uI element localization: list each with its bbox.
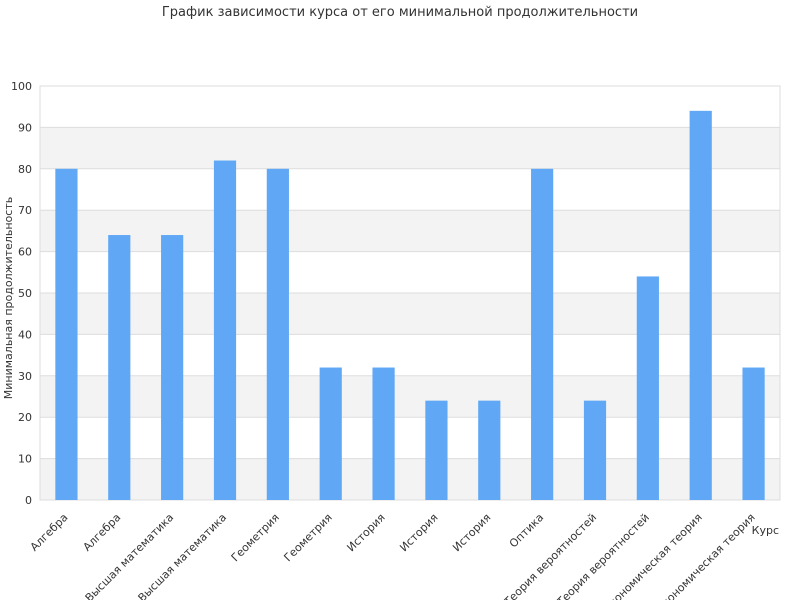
y-tick-label: 30 bbox=[18, 370, 32, 383]
bar bbox=[478, 400, 501, 500]
bar bbox=[213, 160, 237, 500]
y-tick-label: 80 bbox=[18, 163, 32, 176]
y-tick-label: 100 bbox=[11, 80, 32, 93]
y-tick-label: 90 bbox=[18, 121, 32, 134]
y-tick-label: 20 bbox=[18, 411, 32, 424]
bar bbox=[583, 400, 607, 500]
bar bbox=[742, 367, 765, 500]
y-tick-label: 70 bbox=[18, 204, 32, 217]
x-tick-label: Алгебра bbox=[81, 511, 124, 554]
y-tick-label: 0 bbox=[25, 494, 32, 507]
x-tick-label: История bbox=[344, 511, 387, 554]
y-tick-label: 10 bbox=[18, 453, 32, 466]
bar bbox=[636, 276, 659, 500]
y-axis-label: Минимальная продолжительность bbox=[2, 197, 15, 399]
x-tick-label: Алгебра bbox=[28, 511, 71, 554]
plot-band bbox=[40, 127, 780, 169]
x-tick-label: Высшая математика bbox=[135, 511, 229, 600]
bar bbox=[161, 235, 184, 501]
bar bbox=[108, 235, 131, 501]
y-axis-ticks: 0 10 20 30 40 50 60 70 80 90 100 bbox=[11, 80, 32, 507]
plot-band bbox=[40, 168, 780, 211]
bar bbox=[266, 168, 289, 501]
chart-title: График зависимости курса от его минималь… bbox=[162, 5, 638, 20]
bar bbox=[531, 168, 554, 501]
x-tick-label: Оптика bbox=[507, 511, 546, 550]
x-tick-label: Геометрия bbox=[229, 511, 282, 564]
plot-frame bbox=[39, 85, 781, 501]
plot-band bbox=[40, 293, 780, 335]
plot-band bbox=[40, 210, 780, 252]
y-tick-label: 60 bbox=[18, 246, 32, 259]
x-tick-label: История bbox=[397, 511, 440, 554]
plot-band bbox=[40, 458, 780, 500]
bar bbox=[319, 367, 342, 500]
plot-band bbox=[40, 375, 780, 418]
plot-band bbox=[40, 86, 780, 128]
x-tick-label: История bbox=[450, 511, 493, 554]
x-tick-label: Геометрия bbox=[281, 511, 334, 564]
plot-band bbox=[40, 251, 780, 293]
bar bbox=[372, 367, 395, 500]
bars bbox=[55, 110, 765, 501]
plot-band bbox=[40, 417, 780, 459]
bar bbox=[425, 400, 448, 500]
y-tick-label: 50 bbox=[18, 287, 32, 300]
x-axis-label: Курс bbox=[752, 524, 779, 537]
y-tick-label: 40 bbox=[18, 328, 32, 341]
bar bbox=[689, 110, 712, 500]
plot-band bbox=[40, 334, 780, 376]
bar bbox=[55, 168, 78, 501]
